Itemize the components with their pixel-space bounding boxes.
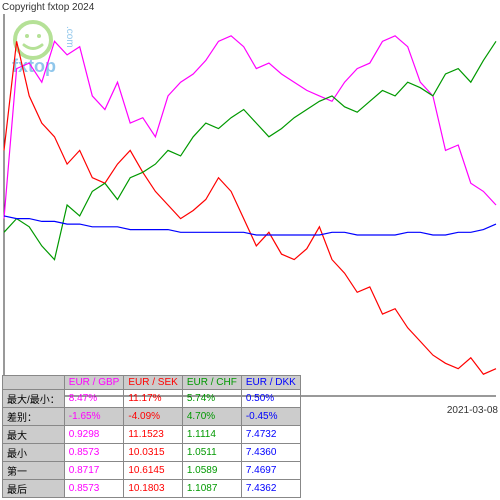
table-cell: 1.0511: [182, 444, 241, 462]
table-cell: 11.17%: [124, 390, 182, 408]
table-cell: 1.0589: [182, 462, 241, 480]
table-cell: 7.4362: [241, 480, 300, 498]
column-header: EUR / GBP: [64, 376, 124, 390]
table-cell: 1.1114: [182, 426, 241, 444]
table-cell: 0.50%: [241, 390, 300, 408]
table-cell: 8.47%: [64, 390, 124, 408]
table-cell: 0.8573: [64, 480, 124, 498]
table-cell: 7.4697: [241, 462, 300, 480]
table-cell: 10.0315: [124, 444, 182, 462]
table-cell: 0.8717: [64, 462, 124, 480]
column-header: EUR / CHF: [182, 376, 241, 390]
column-header: EUR / DKK: [241, 376, 300, 390]
table-cell: -1.65%: [64, 408, 124, 426]
table-cell: 4.70%: [182, 408, 241, 426]
row-header: 最大/最小：: [3, 390, 65, 408]
table-cell: 5.74%: [182, 390, 241, 408]
table-cell: 7.4360: [241, 444, 300, 462]
table-cell: 10.1803: [124, 480, 182, 498]
table-cell: 11.1523: [124, 426, 182, 444]
table-corner: [3, 376, 65, 390]
table-cell: -4.09%: [124, 408, 182, 426]
x-axis-end: 2021-03-08: [447, 405, 498, 416]
row-header: 第一: [3, 462, 65, 480]
column-header: EUR / SEK: [124, 376, 182, 390]
table-cell: 0.9298: [64, 426, 124, 444]
table-cell: 1.1087: [182, 480, 241, 498]
row-header: 最小: [3, 444, 65, 462]
line-chart: [0, 10, 500, 408]
row-header: 最后: [3, 480, 65, 498]
table-cell: -0.45%: [241, 408, 300, 426]
summary-table: EUR / GBPEUR / SEKEUR / CHFEUR / DKK 最大/最…: [2, 375, 301, 498]
table-cell: 10.6145: [124, 462, 182, 480]
table-cell: 7.4732: [241, 426, 300, 444]
row-header: 差别：: [3, 408, 65, 426]
row-header: 最大: [3, 426, 65, 444]
table-cell: 0.8573: [64, 444, 124, 462]
